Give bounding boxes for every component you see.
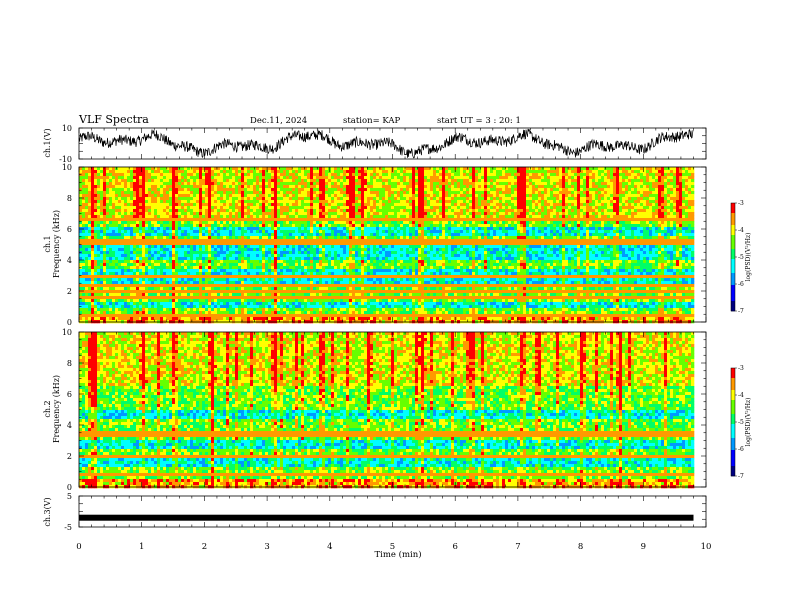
xtick-label-7: 7	[515, 542, 520, 552]
xtick-label-9: 9	[641, 542, 646, 552]
ytick-label-8: 8	[67, 359, 72, 368]
ch1-waveform-panel: 10 -10 ch.1(V)	[43, 124, 706, 164]
ch2-colorbar-label: log(PSD)(V²/Hz)	[745, 398, 752, 447]
ch3-ytick-top: 5	[67, 492, 72, 501]
ch1-spectrogram-image	[79, 167, 694, 323]
xtick-label-2: 2	[202, 542, 207, 552]
ytick-label-8: 8	[67, 194, 72, 203]
figure-start-time: start UT = 3 : 20: 1	[437, 116, 521, 126]
xtick-label-3: 3	[264, 542, 269, 552]
ch1-colorbar-label: log(PSD)(V²/Hz)	[745, 233, 752, 282]
colorbar-tick--7: -7	[738, 308, 744, 315]
colorbar-tick--3: -3	[738, 365, 744, 372]
ch2-spectrogram-image	[79, 332, 694, 488]
ch3-ticks	[79, 496, 706, 527]
xtick-label-1: 1	[139, 542, 144, 552]
ch1-spectrogram-ylabel-ch: ch.1	[43, 235, 52, 252]
ch3-waveform-panel: 5 -5 ch.3(V) 0 1 2 3 4 5 6 7 8 9 10 Time (min)	[43, 492, 711, 560]
ytick-label-10: 10	[62, 163, 72, 172]
ch1-spectrogram-ytick-labels: 0 2 4 6 8 10	[62, 163, 72, 327]
x-axis-label: Time (min)	[374, 549, 421, 560]
figure-title: VLF Spectra	[78, 113, 149, 126]
ch1-spectrogram-ylabel-freq: Frequency (kHz)	[52, 210, 61, 278]
ch3-waveform-line	[79, 515, 694, 521]
ytick-label-2: 2	[67, 452, 72, 461]
ytick-label-2: 2	[67, 287, 72, 296]
ch1-waveform-line	[79, 129, 693, 158]
colorbar-tick--5: -5	[738, 254, 744, 261]
colorbar-tick--5: -5	[738, 419, 744, 426]
ch1-ylabel: ch.1(V)	[43, 128, 52, 157]
ch2-spectrogram-panel: 0 2 4 6 8 10 ch.2 Frequency (kHz)	[43, 328, 706, 492]
ch3-ytick-bottom: -5	[64, 523, 72, 532]
figure-station: station= KAP	[343, 116, 401, 126]
ytick-label-4: 4	[67, 421, 72, 430]
xtick-label-4: 4	[327, 542, 332, 552]
xtick-label-8: 8	[578, 542, 583, 552]
ch2-colorbar: -3 -4 -5 -6 -7 log(PSD)(V²/Hz)	[731, 365, 752, 480]
ytick-label-6: 6	[67, 225, 72, 234]
ch2-spectrogram-ytick-labels: 0 2 4 6 8 10	[62, 328, 72, 492]
xtick-label-10: 10	[701, 542, 712, 552]
ch1-spectrogram-panel: 0 2 4 6 8 10 ch.1 Frequency (kHz)	[43, 163, 706, 327]
colorbar-tick--4: -4	[738, 227, 744, 234]
ytick-label-0: 0	[67, 483, 72, 492]
colorbar-tick--6: -6	[738, 281, 744, 288]
xtick-label-0: 0	[76, 542, 81, 552]
ch1-ytick-top: 10	[62, 124, 72, 133]
colorbar-tick--6: -6	[738, 446, 744, 453]
ytick-label-4: 4	[67, 256, 72, 265]
ch2-spectrogram-ylabel-ch: ch.2	[43, 400, 52, 417]
ytick-label-10: 10	[62, 328, 72, 337]
colorbar-tick--3: -3	[738, 200, 744, 207]
figure-date: Dec.11, 2024	[250, 116, 307, 126]
ch1-colorbar: -3 -4 -5 -6 -7 log(PSD)(V²/Hz)	[731, 200, 752, 315]
ytick-label-0: 0	[67, 318, 72, 327]
colorbar-tick--7: -7	[738, 473, 744, 480]
ch2-spectrogram-ylabel-freq: Frequency (kHz)	[52, 375, 61, 443]
ch3-ylabel: ch.3(V)	[43, 497, 52, 526]
colorbar-tick--4: -4	[738, 392, 744, 399]
xtick-label-6: 6	[452, 542, 457, 552]
ytick-label-6: 6	[67, 390, 72, 399]
